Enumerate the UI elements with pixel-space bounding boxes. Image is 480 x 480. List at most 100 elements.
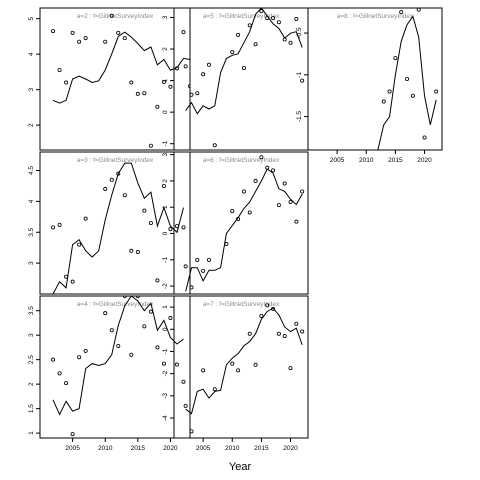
observed-point bbox=[129, 352, 134, 357]
observed-point bbox=[271, 16, 276, 21]
observed-point bbox=[387, 89, 392, 94]
observed-point bbox=[276, 203, 281, 208]
observed-point bbox=[195, 91, 200, 96]
y-tick-label: -2 bbox=[162, 283, 169, 289]
observed-point bbox=[155, 278, 160, 283]
y-tick-label: 5 bbox=[28, 16, 35, 20]
observed-point bbox=[168, 316, 173, 321]
observed-point bbox=[259, 313, 264, 318]
x-tick-label: 2020 bbox=[283, 445, 298, 452]
observed-point bbox=[135, 296, 140, 298]
x-tick-label: 2015 bbox=[388, 157, 403, 164]
fitted-line bbox=[185, 168, 303, 292]
observed-point bbox=[201, 368, 206, 373]
x-tick-label: 2010 bbox=[359, 157, 374, 164]
y-tick-label: -0.5 bbox=[296, 27, 303, 39]
panel-frame bbox=[39, 151, 191, 295]
panel-frame bbox=[39, 7, 191, 151]
observed-point bbox=[70, 30, 75, 35]
observed-point bbox=[253, 362, 258, 367]
observed-point bbox=[116, 30, 121, 35]
observed-point bbox=[174, 66, 179, 71]
y-tick-label: 0 bbox=[162, 231, 169, 235]
panel-label: a=6 : f=GillnetSurveyIndex bbox=[203, 157, 280, 164]
y-tick-label: 2 bbox=[162, 179, 169, 183]
panel-frame bbox=[173, 151, 309, 295]
y-tick-label: 0 bbox=[162, 110, 169, 114]
panel: a=4 : f=GillnetSurveyIndex 1 1.5 2 2.5 3 3.5 20… bbox=[28, 295, 191, 452]
observed-point bbox=[253, 178, 258, 183]
x-tick-label: 2015 bbox=[254, 445, 269, 452]
observed-point bbox=[181, 30, 186, 35]
observed-point bbox=[212, 387, 217, 392]
observed-point bbox=[70, 279, 75, 284]
observed-point bbox=[288, 199, 293, 204]
observed-point bbox=[201, 268, 206, 273]
observed-point bbox=[135, 250, 140, 255]
observed-point bbox=[271, 306, 276, 311]
observed-point bbox=[57, 371, 62, 376]
y-tick-label: -1 bbox=[162, 348, 169, 354]
observed-point bbox=[224, 242, 229, 247]
x-tick-label: 2015 bbox=[131, 445, 146, 452]
observed-point bbox=[265, 16, 270, 21]
observed-point bbox=[253, 42, 258, 47]
observed-point bbox=[155, 345, 160, 350]
y-tick-label: 4.5 bbox=[28, 166, 35, 175]
x-tick-label: 2010 bbox=[225, 445, 240, 452]
y-tick-label: -4 bbox=[162, 415, 169, 421]
observed-point bbox=[161, 183, 166, 188]
y-tick-label: 2 bbox=[28, 382, 35, 386]
observed-point bbox=[103, 39, 108, 44]
y-tick-label: 0 bbox=[162, 327, 169, 331]
observed-point bbox=[83, 216, 88, 221]
observed-point bbox=[77, 355, 82, 360]
observed-point bbox=[83, 348, 88, 353]
observed-point bbox=[265, 303, 270, 308]
x-axis-title: Year bbox=[229, 461, 252, 473]
observed-point bbox=[422, 135, 427, 140]
observed-point bbox=[201, 72, 206, 77]
y-tick-label: 2 bbox=[162, 47, 169, 51]
y-tick-label: 1 bbox=[162, 305, 169, 309]
panel-frame bbox=[307, 7, 443, 151]
observed-point bbox=[381, 99, 386, 104]
observed-point bbox=[64, 381, 69, 386]
observed-point bbox=[183, 64, 188, 69]
observed-point bbox=[122, 296, 127, 298]
y-tick-label: 3 bbox=[162, 15, 169, 19]
observed-point bbox=[103, 187, 108, 192]
observed-point bbox=[212, 143, 217, 148]
observed-point bbox=[294, 219, 299, 224]
y-tick-label: 3 bbox=[28, 261, 35, 265]
y-tick-label: -1.5 bbox=[296, 111, 303, 123]
observed-point bbox=[259, 9, 264, 14]
observed-point bbox=[135, 91, 140, 96]
observed-point bbox=[161, 361, 166, 366]
fitted-line bbox=[52, 296, 184, 416]
observed-point bbox=[282, 333, 287, 338]
observed-point bbox=[189, 429, 194, 434]
x-tick-label: 2005 bbox=[196, 445, 211, 452]
observed-point bbox=[189, 285, 194, 290]
observed-point bbox=[64, 80, 69, 85]
observed-point bbox=[51, 225, 56, 230]
observed-point bbox=[148, 143, 153, 148]
observed-point bbox=[148, 309, 153, 314]
observed-point bbox=[181, 225, 186, 230]
y-tick-label: -1 bbox=[162, 257, 169, 263]
y-tick-label: 4 bbox=[28, 199, 35, 203]
observed-point bbox=[230, 209, 235, 214]
fitted-line bbox=[377, 15, 437, 150]
observed-point bbox=[83, 36, 88, 41]
observed-point bbox=[148, 220, 153, 225]
panel: a=6 : f=GillnetSurveyIndex -2 -1 0 1 2 3 bbox=[162, 151, 309, 295]
observed-point bbox=[64, 274, 69, 279]
observed-point bbox=[122, 193, 127, 198]
observed-point bbox=[174, 224, 179, 229]
observed-point bbox=[410, 93, 415, 98]
observed-point bbox=[206, 62, 211, 67]
panel: a=7 : f=GillnetSurveyIndex -4 -3 -2 -1 0 1 2005… bbox=[162, 295, 309, 452]
observed-point bbox=[230, 361, 235, 366]
observed-point bbox=[129, 248, 134, 253]
